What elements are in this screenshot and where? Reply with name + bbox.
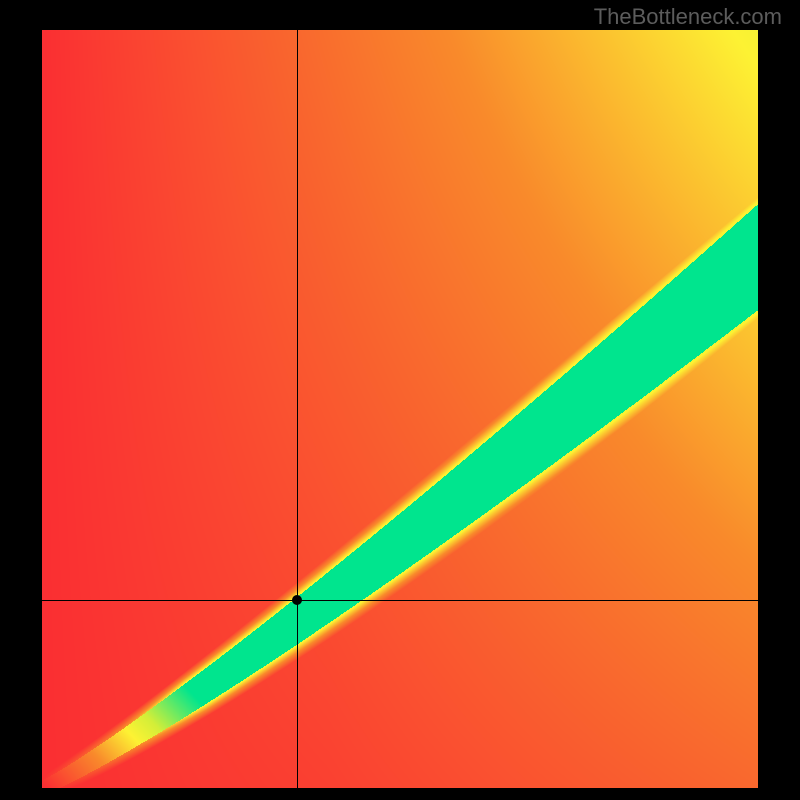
crosshair-horizontal bbox=[42, 600, 758, 601]
figure-container: TheBottleneck.com bbox=[0, 0, 800, 800]
plot-area bbox=[42, 30, 758, 788]
crosshair-vertical bbox=[297, 30, 298, 788]
crosshair-marker bbox=[292, 595, 302, 605]
watermark-text: TheBottleneck.com bbox=[594, 4, 782, 30]
heatmap-canvas bbox=[42, 30, 758, 788]
